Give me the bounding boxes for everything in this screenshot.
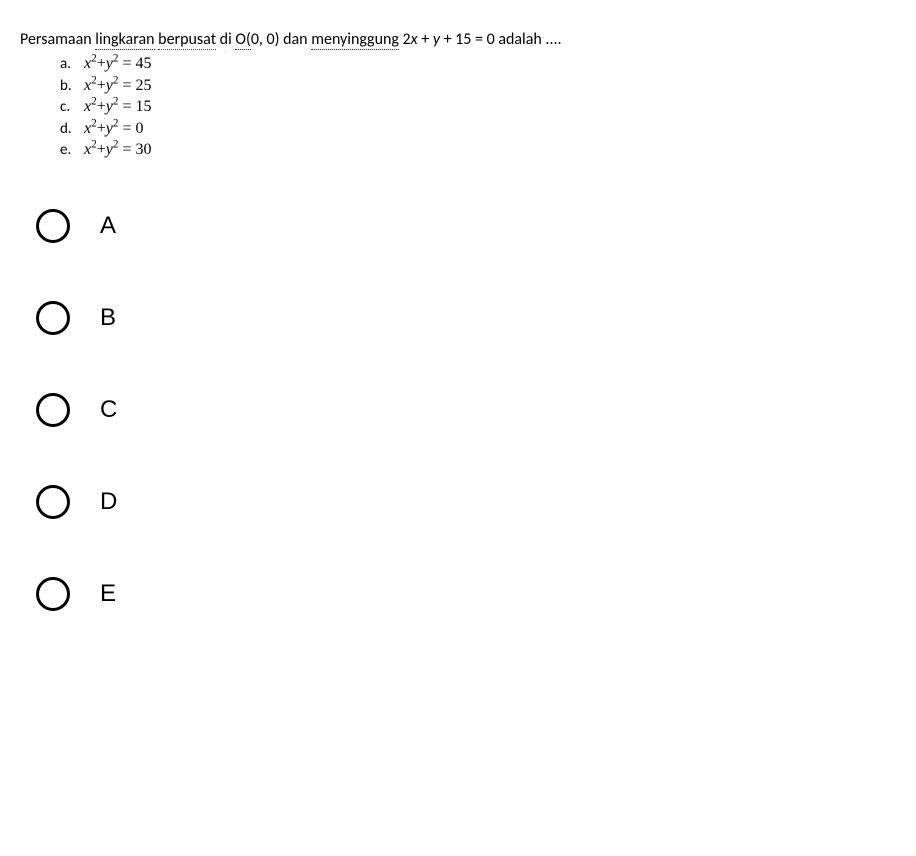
option-b: b. x2+y2 = 25 bbox=[60, 75, 896, 97]
q-x: x bbox=[411, 30, 418, 49]
answer-label: D bbox=[100, 488, 117, 516]
q-ul3: O( bbox=[235, 30, 250, 50]
q-plusy: + bbox=[418, 30, 433, 49]
question-text: Persamaan lingkaran berpusat di O(0, 0) … bbox=[20, 30, 896, 49]
q-ul4: menyinggung bbox=[311, 30, 399, 50]
q-coords: 0, 0) dan bbox=[251, 30, 311, 49]
answer-label: C bbox=[100, 396, 117, 424]
answer-choice-e[interactable]: E bbox=[36, 577, 896, 611]
option-letter: b. bbox=[60, 76, 84, 96]
option-e: e. x2+y2 = 30 bbox=[60, 139, 896, 161]
q-ul2: berpusat bbox=[158, 30, 216, 50]
answer-choices: A B C D E bbox=[36, 209, 896, 611]
option-letter: d. bbox=[60, 119, 84, 139]
radio-icon[interactable] bbox=[36, 209, 70, 243]
option-letter: e. bbox=[60, 140, 84, 160]
q-pre: Persamaan bbox=[20, 30, 95, 49]
option-equation: x2+y2 = 30 bbox=[84, 139, 151, 161]
q-y: y bbox=[433, 30, 440, 49]
option-letter: a. bbox=[60, 54, 84, 74]
answer-choice-a[interactable]: A bbox=[36, 209, 896, 243]
q-plus15: + 15 = 0 adalah .... bbox=[440, 30, 562, 49]
radio-icon[interactable] bbox=[36, 485, 70, 519]
option-equation: x2+y2 = 25 bbox=[84, 75, 151, 97]
answer-choice-b[interactable]: B bbox=[36, 301, 896, 335]
radio-icon[interactable] bbox=[36, 301, 70, 335]
option-c: c. x2+y2 = 15 bbox=[60, 96, 896, 118]
option-list: a. x2+y2 = 45 b. x2+y2 = 25 c. x2+y2 = 1… bbox=[60, 53, 896, 161]
q-ul1: lingkaran bbox=[95, 30, 154, 50]
q-mid2: di bbox=[216, 30, 235, 49]
option-letter: c. bbox=[60, 97, 84, 117]
radio-icon[interactable] bbox=[36, 577, 70, 611]
answer-choice-d[interactable]: D bbox=[36, 485, 896, 519]
option-equation: x2+y2 = 15 bbox=[84, 96, 151, 118]
answer-label: A bbox=[100, 212, 116, 240]
option-equation: x2+y2 = 0 bbox=[84, 118, 143, 140]
option-equation: x2+y2 = 45 bbox=[84, 53, 151, 75]
answer-label: E bbox=[100, 580, 116, 608]
option-a: a. x2+y2 = 45 bbox=[60, 53, 896, 75]
radio-icon[interactable] bbox=[36, 393, 70, 427]
answer-label: B bbox=[100, 304, 116, 332]
q-tailpre: 2 bbox=[399, 30, 411, 49]
option-d: d. x2+y2 = 0 bbox=[60, 118, 896, 140]
answer-choice-c[interactable]: C bbox=[36, 393, 896, 427]
